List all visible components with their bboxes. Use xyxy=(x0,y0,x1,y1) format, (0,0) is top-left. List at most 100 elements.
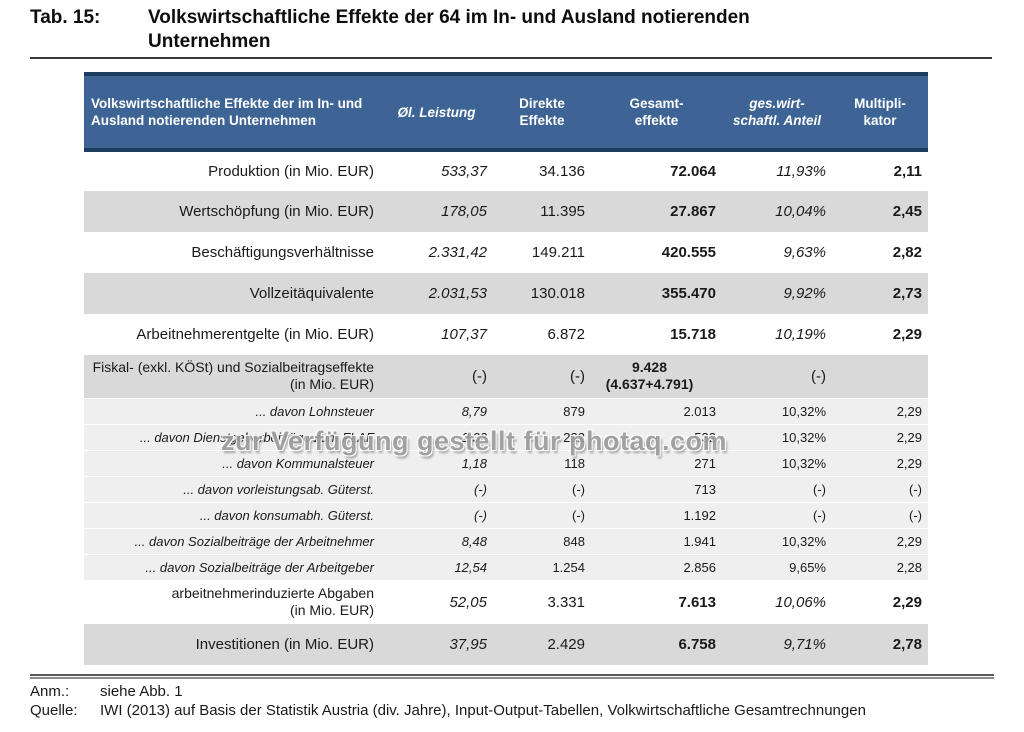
direkte-effekte-cell: 848 xyxy=(563,533,585,549)
anm-value: siehe Abb. 1 xyxy=(100,683,183,700)
table-row: arbeitnehmerinduzierte Abgaben (in Mio. … xyxy=(84,580,928,624)
gesamteffekte-cell: 72.064 xyxy=(670,163,716,180)
gesamteffekte-cell: 9.428 (4.637+4.791) xyxy=(605,359,694,393)
anteil-cell: (-) xyxy=(813,507,826,523)
oel-leistung-cell: (-) xyxy=(472,367,487,385)
row-label-cell: ... davon konsumabh. Güterst. xyxy=(199,507,374,523)
oel-leistung-cell: 8,79 xyxy=(461,403,487,419)
gesamteffekte-cell: 6.758 xyxy=(678,636,716,653)
header-col-anteil: ges.wirt- schaftl. Anteil xyxy=(722,72,832,152)
table-row: Produktion (in Mio. EUR) 533,37 34.136 7… xyxy=(84,150,928,191)
oel-leistung-cell: 2.031,53 xyxy=(428,285,487,302)
table-row: Fiskal- (exkl. KÖSt) und Sozialbeitragse… xyxy=(84,355,928,398)
gesamteffekte-cell: 532 xyxy=(694,429,716,445)
multiplikator-cell: 2,29 xyxy=(892,593,922,611)
anteil-cell: 10,04% xyxy=(775,203,826,220)
header-col-multiplikator: Multipli- kator xyxy=(832,72,928,152)
table-number: Tab. 15: xyxy=(30,7,101,28)
footer-quelle-row: Quelle: IWI (2013) auf Basis der Statist… xyxy=(30,701,1000,720)
multiplikator-cell: 2,29 xyxy=(896,403,922,419)
bottom-double-rule xyxy=(30,674,994,679)
oel-leistung-cell: 52,05 xyxy=(449,593,487,611)
multiplikator-cell: (-) xyxy=(909,507,922,523)
table-header: Volkswirtschaftliche Effekte der im In- … xyxy=(84,72,928,152)
row-label-cell: Produktion (in Mio. EUR) xyxy=(208,163,374,180)
row-label-cell: Investitionen (in Mio. EUR) xyxy=(195,636,374,653)
oel-leistung-cell: 8,48 xyxy=(461,533,487,549)
row-label-cell: ... davon Kommunalsteuer xyxy=(222,455,374,471)
multiplikator-cell: 2,29 xyxy=(892,326,922,343)
footer-anm-row: Anm.: siehe Abb. 1 xyxy=(30,682,1000,701)
gesamteffekte-cell: 2.856 xyxy=(683,559,716,575)
direkte-effekte-cell: 232 xyxy=(563,429,585,445)
row-label-cell: Wertschöpfung (in Mio. EUR) xyxy=(179,203,374,220)
multiplikator-cell: 2,45 xyxy=(892,203,922,220)
table-title-text: Volkswirtschaftliche Effekte der 64 im I… xyxy=(148,7,750,52)
direkte-effekte-cell: 34.136 xyxy=(539,163,585,180)
multiplikator-cell: (-) xyxy=(909,481,922,497)
anteil-cell: (-) xyxy=(813,481,826,497)
gesamteffekte-cell: 15.718 xyxy=(670,326,716,343)
table-footer: Anm.: siehe Abb. 1 Quelle: IWI (2013) au… xyxy=(30,682,1000,720)
oel-leistung-cell: 2.331,42 xyxy=(428,244,487,261)
anteil-cell: 10,32% xyxy=(781,533,826,549)
anteil-cell: 9,63% xyxy=(783,244,826,261)
direkte-effekte-cell: (-) xyxy=(572,481,585,497)
anm-label: Anm.: xyxy=(30,683,70,700)
row-label-cell: Fiskal- (exkl. KÖSt) und Sozialbeitragse… xyxy=(92,359,374,393)
gesamteffekte-cell: 271 xyxy=(694,455,716,471)
anteil-cell: 10,32% xyxy=(781,403,826,419)
table-row: ... davon Sozialbeiträge der Arbeitnehme… xyxy=(84,528,928,554)
title-underline xyxy=(30,57,992,59)
gesamteffekte-cell: 713 xyxy=(694,481,716,497)
direkte-effekte-cell: 130.018 xyxy=(530,285,585,302)
oel-leistung-cell: (-) xyxy=(474,481,487,497)
oel-leistung-cell: 2,32 xyxy=(461,429,487,445)
table-body: Produktion (in Mio. EUR) 533,37 34.136 7… xyxy=(84,150,928,665)
gesamteffekte-cell: 1.941 xyxy=(683,533,716,549)
anteil-cell: 10,32% xyxy=(781,455,826,471)
anteil-cell: 9,65% xyxy=(789,559,826,575)
row-label-cell: ... davon Dienstgeberbeiträge zum FLAF xyxy=(139,429,374,445)
multiplikator-cell: 2,82 xyxy=(892,244,922,261)
table-row: Vollzeitäquivalente 2.031,53 130.018 355… xyxy=(84,273,928,314)
direkte-effekte-cell: 1.254 xyxy=(552,559,585,575)
gesamteffekte-cell: 2.013 xyxy=(683,403,716,419)
direkte-effekte-cell: (-) xyxy=(570,367,585,385)
oel-leistung-cell: 1,18 xyxy=(461,455,487,471)
header-row: Volkswirtschaftliche Effekte der im In- … xyxy=(84,72,928,152)
direkte-effekte-cell: 6.872 xyxy=(547,326,585,343)
row-label-cell: ... davon Lohnsteuer xyxy=(255,403,374,419)
direkte-effekte-cell: 11.395 xyxy=(540,203,585,220)
oel-leistung-cell: 107,37 xyxy=(441,326,487,343)
header-col-label: Volkswirtschaftliche Effekte der im In- … xyxy=(84,72,380,152)
header-col-gesamteffekte: Gesamt- effekte xyxy=(591,72,722,152)
multiplikator-cell: 2,73 xyxy=(892,285,922,302)
oel-leistung-cell: 37,95 xyxy=(449,636,487,653)
anteil-cell: 11,93% xyxy=(776,163,826,180)
multiplikator-cell xyxy=(832,355,928,398)
multiplikator-cell: 2,28 xyxy=(896,559,922,575)
header-col-direkte-effekte: Direkte Effekte xyxy=(493,72,591,152)
anteil-cell: 10,06% xyxy=(775,593,826,611)
table-row: ... davon vorleistungsab. Güterst. (-) (… xyxy=(84,476,928,502)
anteil-cell: 9,92% xyxy=(783,285,826,302)
oel-leistung-cell: 178,05 xyxy=(441,203,487,220)
table-row: ... davon Kommunalsteuer 1,18 118 271 10… xyxy=(84,450,928,476)
oel-leistung-cell: 12,54 xyxy=(454,559,487,575)
row-label-cell: Vollzeitäquivalente xyxy=(249,285,374,302)
direkte-effekte-cell: 118 xyxy=(564,455,585,471)
quelle-value: IWI (2013) auf Basis der Statistik Austr… xyxy=(100,702,866,719)
anteil-cell: 10,19% xyxy=(775,326,826,343)
table-title: Tab. 15: Volkswirtschaftliche Effekte de… xyxy=(30,6,978,54)
direkte-effekte-cell: 149.211 xyxy=(531,244,585,261)
multiplikator-cell: 2,29 xyxy=(896,455,922,471)
multiplikator-cell: 2,29 xyxy=(896,533,922,549)
table-row: ... davon Dienstgeberbeiträge zum FLAF 2… xyxy=(84,424,928,450)
gesamteffekte-cell: 420.555 xyxy=(661,244,716,261)
anteil-cell: 10,32% xyxy=(781,429,826,445)
gesamteffekte-cell: 1.192 xyxy=(683,507,716,523)
multiplikator-cell: 2,11 xyxy=(893,163,922,180)
gesamteffekte-cell: 355.470 xyxy=(661,285,716,302)
oel-leistung-cell: 533,37 xyxy=(441,163,487,180)
